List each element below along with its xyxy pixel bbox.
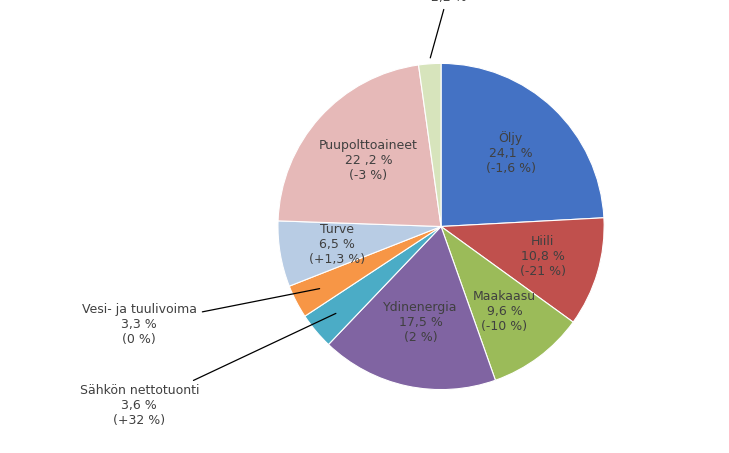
Wedge shape (418, 63, 441, 226)
Text: Turve
6,5 %
(+1,3 %): Turve 6,5 % (+1,3 %) (308, 223, 364, 266)
Text: Maakaasu
9,6 %
(-10 %): Maakaasu 9,6 % (-10 %) (473, 290, 536, 333)
Text: Öljy
24,1 %
(-1,6 %): Öljy 24,1 % (-1,6 %) (486, 131, 536, 175)
Text: Sähkön nettotuonti
3,6 %
(+32 %): Sähkön nettotuonti 3,6 % (+32 %) (79, 313, 336, 427)
Wedge shape (278, 221, 441, 286)
Text: Vesi- ja tuulivoima
3,3 %
(0 %): Vesi- ja tuulivoima 3,3 % (0 %) (82, 289, 319, 346)
Text: Hiili
10,8 %
(-21 %): Hiili 10,8 % (-21 %) (520, 235, 566, 278)
Text: Puupolttoaineet
22 ,2 %
(-3 %): Puupolttoaineet 22 ,2 % (-3 %) (319, 140, 418, 183)
Wedge shape (278, 65, 441, 226)
Wedge shape (441, 63, 604, 226)
Text: Muut energialähteet
2,2 %: Muut energialähteet 2,2 % (386, 0, 512, 58)
Wedge shape (441, 218, 604, 322)
Wedge shape (289, 226, 441, 316)
Text: Ydinenergia
17,5 %
(2 %): Ydinenergia 17,5 % (2 %) (383, 301, 458, 344)
Wedge shape (329, 226, 496, 390)
Wedge shape (441, 226, 573, 380)
Wedge shape (305, 226, 441, 344)
